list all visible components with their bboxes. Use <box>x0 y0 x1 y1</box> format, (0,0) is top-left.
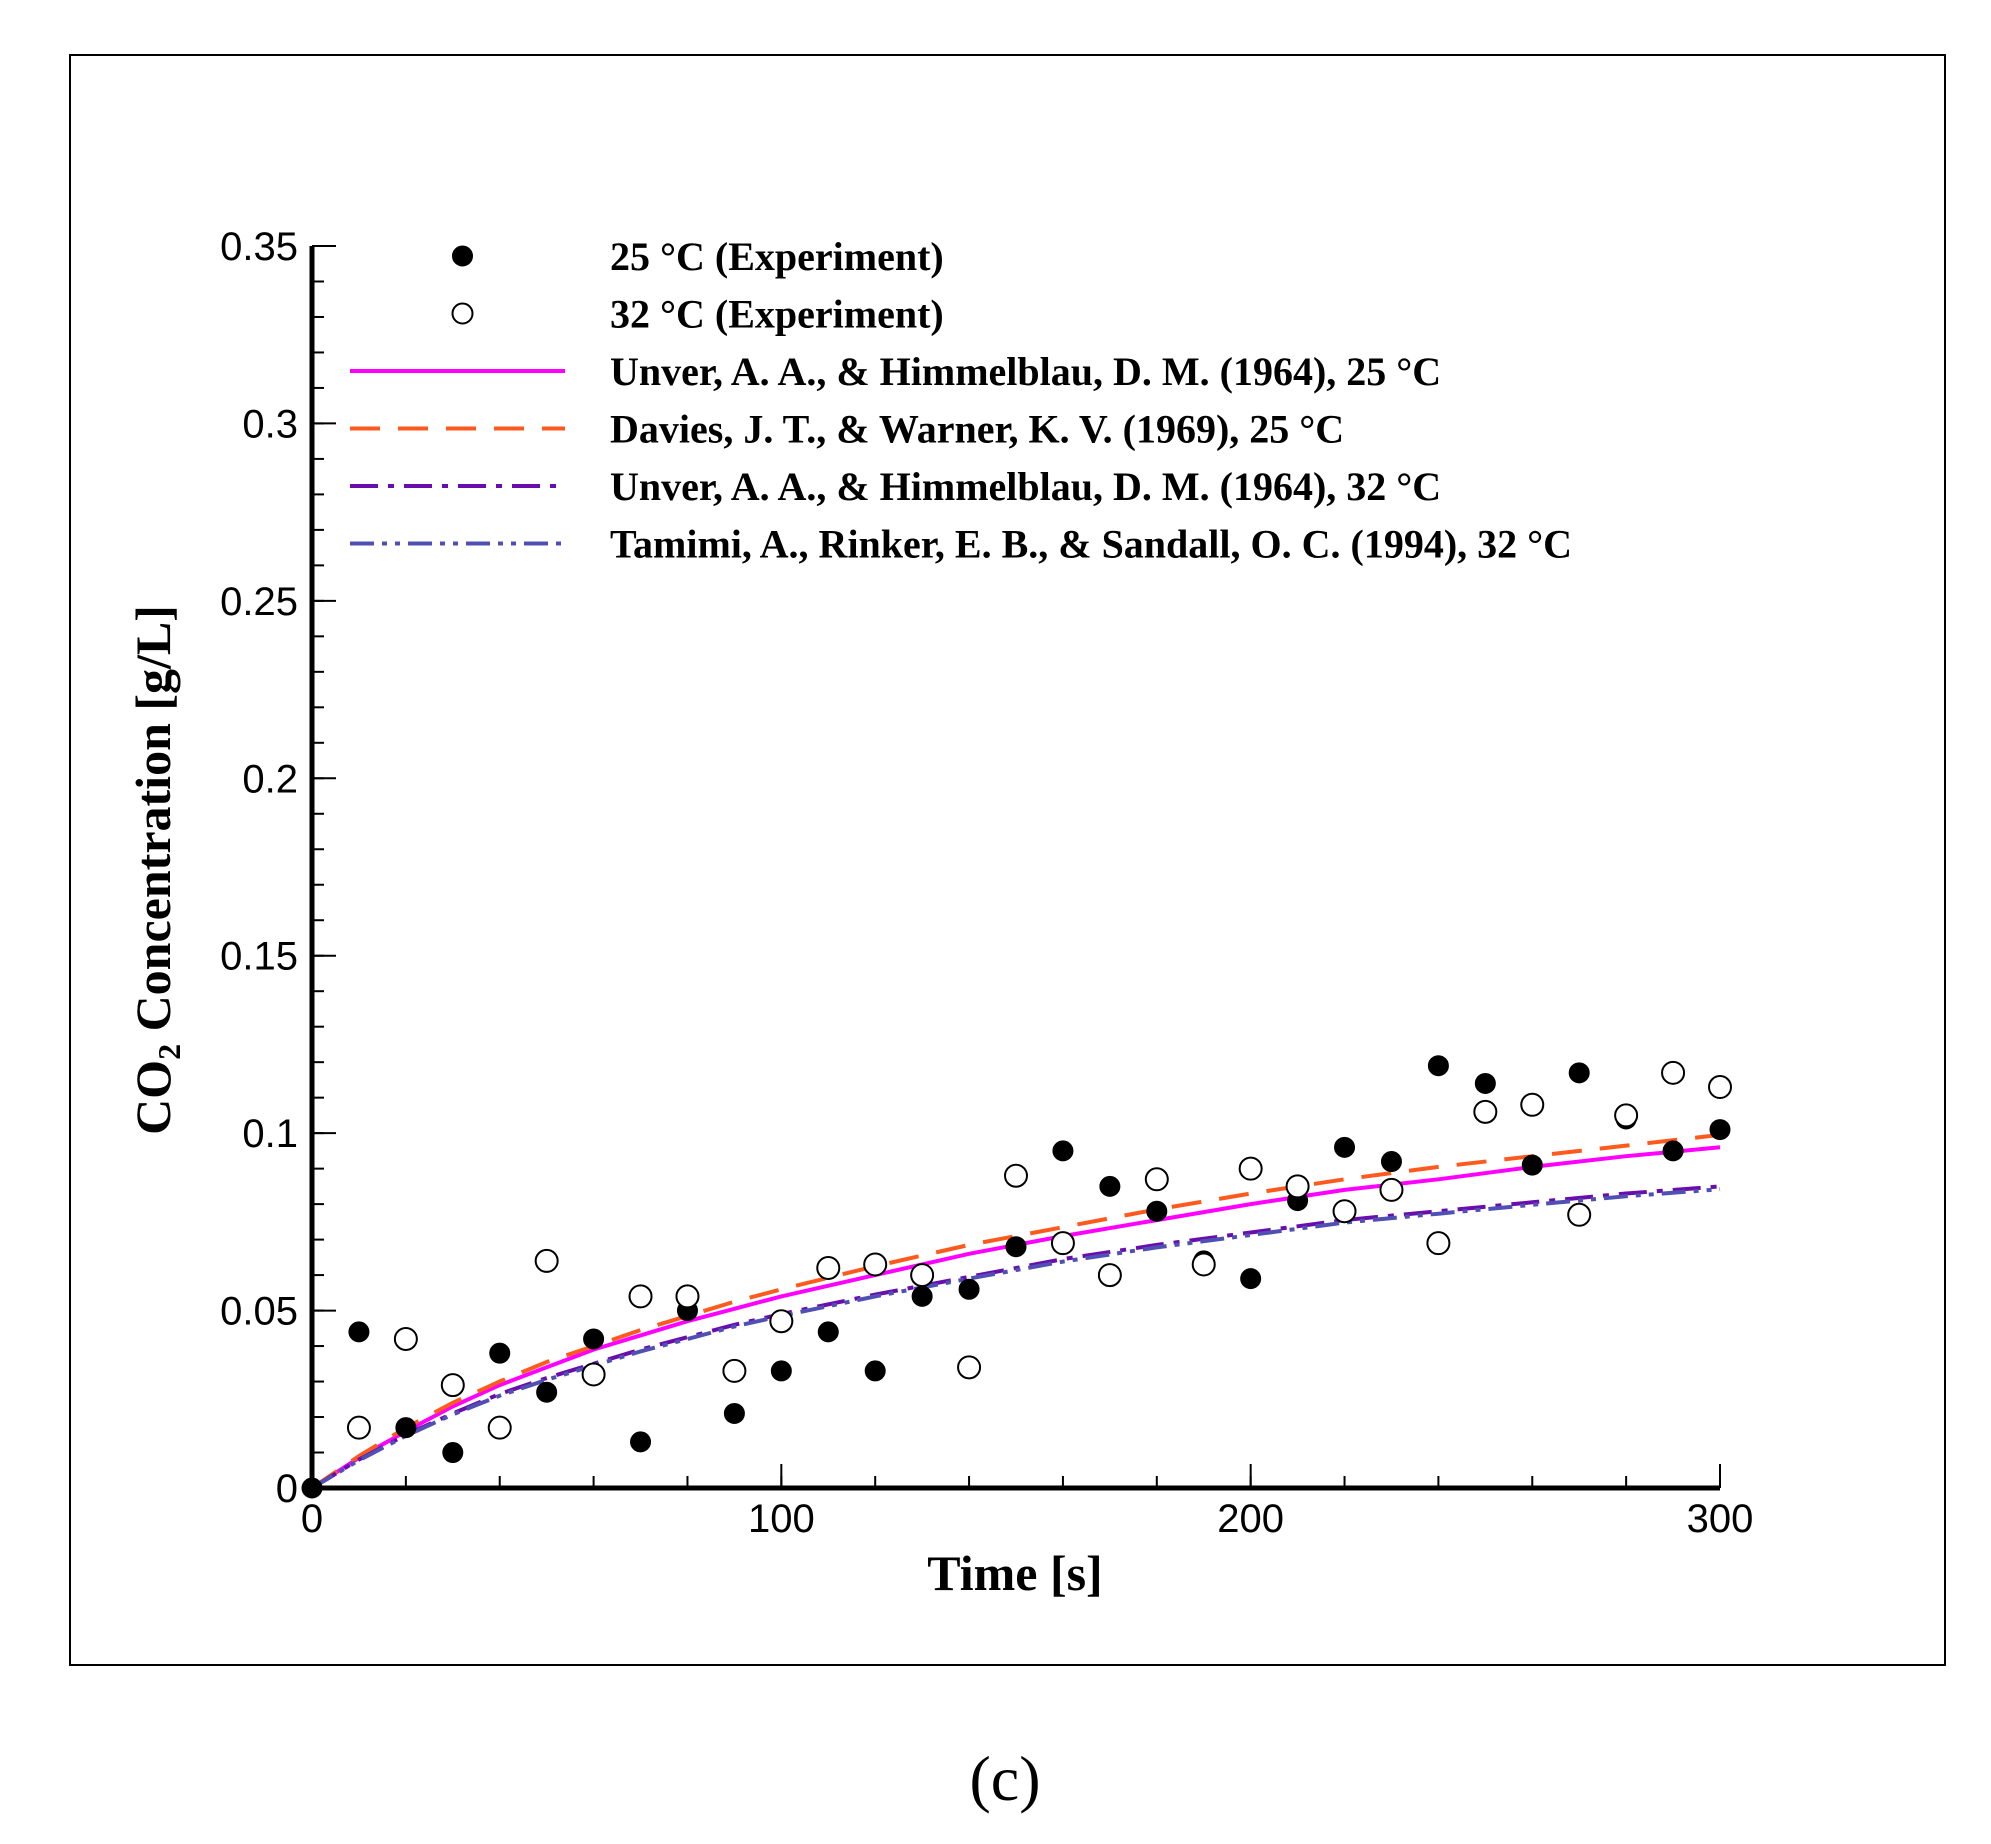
y-tick-label: 0.2 <box>242 757 298 801</box>
legend-entry-label: Unver, A. A., & Himmelblau, D. M. (1964)… <box>610 464 1441 509</box>
y-tick-label: 0.05 <box>220 1290 298 1334</box>
y-tick-label: 0.25 <box>220 580 298 624</box>
marker-25c-point <box>395 1417 417 1439</box>
legend-entry-label: Unver, A. A., & Himmelblau, D. M. (1964)… <box>610 349 1441 394</box>
marker-25c-point <box>1099 1175 1121 1197</box>
marker-25c-point <box>723 1402 745 1424</box>
marker-25c-point <box>536 1381 558 1403</box>
marker-32c-point <box>487 1415 512 1440</box>
marker-25c-point <box>1474 1072 1496 1094</box>
y-tick-label: 0.35 <box>220 225 298 269</box>
marker-25c-point <box>583 1328 605 1350</box>
x-tick-label: 300 <box>1687 1497 1754 1541</box>
legend: 25 °C (Experiment) 32 °C (Experiment) Unve… <box>350 234 1572 567</box>
x-axis-title: Time [s] <box>927 1545 1102 1601</box>
y-tick-label: 0.1 <box>242 1112 298 1156</box>
marker-25c-point <box>911 1285 933 1307</box>
legend-marker-swatch <box>452 245 473 267</box>
marker-25c-point <box>489 1342 511 1364</box>
marker-32c-point <box>722 1358 747 1383</box>
marker-32c-point <box>675 1284 700 1309</box>
marker-25c-point <box>1662 1140 1684 1162</box>
marker-32c-point <box>1050 1231 1075 1256</box>
marker-25c-point <box>1521 1154 1543 1176</box>
marker-32c-point <box>1097 1263 1122 1288</box>
marker-32c-point <box>1708 1075 1732 1100</box>
series-line-4 <box>310 1184 1721 1490</box>
x-tick-label: 200 <box>1217 1497 1284 1541</box>
marker-25c-point <box>442 1442 464 1464</box>
marker-32c-point <box>440 1373 465 1398</box>
marker-32c-point <box>1285 1174 1310 1199</box>
marker-25c-point <box>958 1278 980 1300</box>
y-axis-title-suffix: Concentration [g/L] <box>125 605 181 1044</box>
series-line-3 <box>310 1132 1721 1490</box>
marker-25c-point <box>1334 1136 1356 1158</box>
marker-25c-point <box>864 1360 886 1382</box>
legend-entry-label: 25 °C (Experiment) <box>610 234 944 279</box>
marker-25c-point <box>770 1360 792 1382</box>
marker-25c-point <box>1005 1236 1027 1258</box>
marker-32c-point <box>1661 1060 1686 1085</box>
marker-25c-point <box>1146 1200 1168 1222</box>
marker-32c-point <box>1473 1099 1498 1124</box>
series-lines <box>310 1132 1721 1490</box>
marker-32c-point <box>957 1355 982 1380</box>
marker-32c-point <box>1520 1092 1545 1117</box>
marker-25c-point <box>1052 1140 1074 1162</box>
marker-32c-point <box>346 1415 371 1440</box>
marker-25c-point <box>817 1321 839 1343</box>
marker-32c-point <box>1238 1156 1263 1181</box>
marker-32c-point <box>1004 1163 1028 1188</box>
marker-32c-point <box>816 1255 841 1280</box>
marker-32c-point <box>1191 1252 1216 1277</box>
y-tick-label: 0.15 <box>220 935 298 979</box>
marker-25c-point <box>1240 1268 1262 1290</box>
marker-25c-point <box>630 1431 652 1453</box>
marker-32c-point <box>769 1309 794 1334</box>
marker-32c-point <box>534 1248 559 1273</box>
legend-entry-label: Tamimi, A., Rinker, E. B., & Sandall, O.… <box>610 522 1572 567</box>
panel-label: (c) <box>969 1743 1040 1814</box>
y-axis-title-subscript: 2 <box>151 1044 187 1060</box>
marker-25c-point <box>348 1321 370 1343</box>
marker-25c-point <box>1568 1062 1590 1084</box>
marker-32c-point <box>581 1362 606 1387</box>
legend-marker-swatch <box>451 302 474 325</box>
x-tick-label: 100 <box>748 1497 815 1541</box>
marker-25c-point <box>1427 1055 1449 1077</box>
marker-32c-point <box>1379 1177 1404 1202</box>
legend-entry-label: Davies, J. T., & Warner, K. V. (1969), 2… <box>610 407 1344 452</box>
figure-frame <box>69 54 1946 1666</box>
marker-32c-point <box>863 1252 888 1277</box>
y-axis-title: CO2 Concentration [g/L] <box>125 605 187 1135</box>
marker-32c-point <box>1144 1167 1169 1192</box>
marker-32c-point <box>1426 1231 1451 1256</box>
y-tick-label: 0.3 <box>242 402 298 446</box>
marker-32c-point <box>628 1284 653 1309</box>
x-tick-label: 0 <box>301 1497 323 1541</box>
series-line-5 <box>310 1187 1721 1490</box>
marker-25c-point <box>1380 1151 1402 1173</box>
series-markers <box>301 1055 1732 1499</box>
marker-32c-point <box>1567 1202 1592 1227</box>
legend-entry-label: 32 °C (Experiment) <box>610 292 944 337</box>
series-line-2 <box>310 1145 1721 1490</box>
y-tick-label: 0 <box>276 1467 298 1511</box>
marker-32c-point <box>1614 1103 1639 1128</box>
marker-32c-point <box>393 1326 418 1351</box>
marker-25c-point <box>1709 1119 1731 1141</box>
axes: 0 100 200 300 0 0.05 0.1 0.15 0.2 0.25 0.3 0.35 <box>220 225 1753 1541</box>
marker-32c-point <box>910 1263 935 1288</box>
marker-32c-point <box>1332 1199 1357 1224</box>
y-axis-title-prefix: CO <box>125 1060 181 1135</box>
